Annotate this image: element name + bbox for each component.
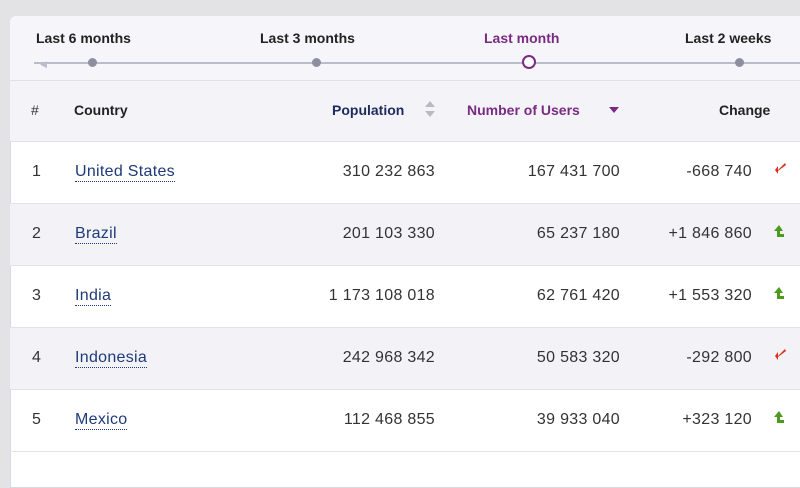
change-value: +323 120 [682, 411, 752, 428]
change-value: -668 740 [686, 163, 752, 180]
period-last-3-months[interactable]: Last 3 months [260, 30, 355, 46]
column-rank: # [31, 102, 39, 118]
table-row: 2 Brazil 201 103 330 65 237 180 +1 846 8… [10, 204, 800, 266]
timeline-track [34, 62, 800, 64]
arrow-up-icon [774, 411, 784, 423]
population-value: 201 103 330 [342, 225, 435, 242]
timeline-left-arrow-icon: ◀ [40, 59, 47, 69]
change-value: -292 800 [686, 349, 752, 366]
row-rank: 1 [32, 163, 42, 180]
row-rank: 2 [32, 225, 42, 242]
arrow-up-icon [774, 287, 784, 299]
table-row: 4 Indonesia 242 968 342 50 583 320 -292 … [10, 328, 800, 390]
row-rank: 5 [32, 411, 42, 428]
country-link[interactable]: Indonesia [75, 349, 148, 368]
column-population[interactable]: Population [332, 102, 405, 118]
population-value: 242 968 342 [342, 349, 435, 366]
period-dot-last-month[interactable] [522, 55, 536, 69]
change-value: +1 846 860 [668, 225, 752, 242]
table-row: 3 India 1 173 108 018 62 761 420 +1 553 … [10, 266, 800, 328]
column-country[interactable]: Country [74, 102, 128, 118]
change-value: +1 553 320 [668, 287, 752, 304]
population-value: 1 173 108 018 [328, 287, 435, 304]
period-timeline: ◀ Last 6 months Last 3 months Last month… [10, 16, 800, 81]
country-link[interactable]: United States [75, 163, 175, 182]
table-row: 1 United States 310 232 863 167 431 700 … [10, 142, 800, 204]
arrow-up-icon [774, 225, 784, 237]
period-last-2-weeks[interactable]: Last 2 weeks [685, 30, 772, 46]
population-value: 310 232 863 [342, 163, 435, 180]
users-value: 65 237 180 [536, 225, 620, 242]
column-change[interactable]: Change [719, 102, 771, 118]
sort-descending-icon[interactable] [609, 107, 619, 113]
row-rank: 3 [32, 287, 42, 304]
arrow-down-left-icon [775, 349, 786, 360]
sort-both-icon[interactable] [425, 101, 435, 121]
country-link[interactable]: Brazil [75, 225, 117, 244]
population-value: 112 468 855 [343, 411, 435, 428]
period-last-6-months[interactable]: Last 6 months [36, 30, 131, 46]
users-value: 62 761 420 [536, 287, 620, 304]
period-dot-3-months[interactable] [312, 58, 321, 67]
users-value: 167 431 700 [527, 163, 620, 180]
users-value: 39 933 040 [536, 411, 620, 428]
arrow-down-left-icon [775, 163, 786, 174]
table-header: # Country Population Number of Users Cha… [10, 81, 800, 142]
country-link[interactable]: India [75, 287, 112, 306]
period-last-month[interactable]: Last month [484, 30, 560, 46]
row-rank: 4 [32, 349, 42, 366]
column-users[interactable]: Number of Users [467, 102, 580, 118]
period-dot-6-months[interactable] [88, 58, 97, 67]
country-link[interactable]: Mexico [75, 411, 128, 430]
period-dot-2-weeks[interactable] [735, 58, 744, 67]
table-row: 5 Mexico 112 468 855 39 933 040 +323 120 [10, 390, 800, 452]
users-value: 50 583 320 [536, 349, 620, 366]
